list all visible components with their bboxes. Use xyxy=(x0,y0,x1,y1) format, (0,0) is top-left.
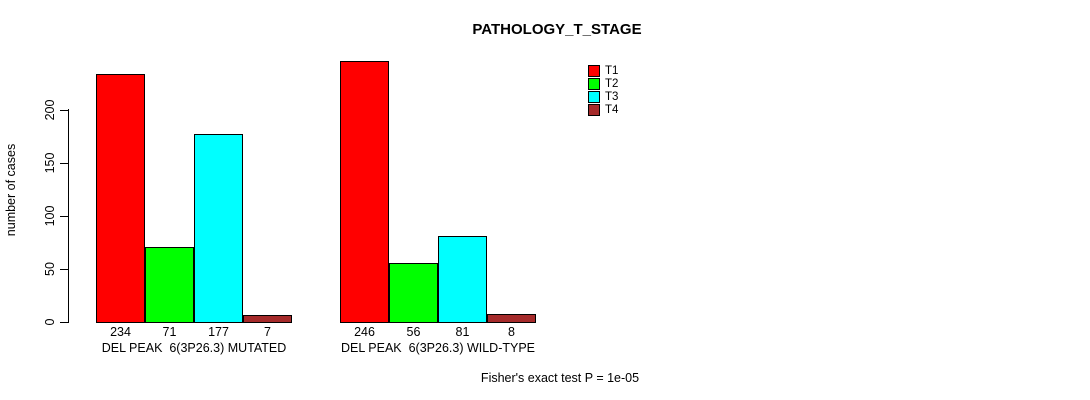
y-axis-tick-label: 200 xyxy=(43,99,57,121)
legend-item-t1: T1 xyxy=(588,64,618,77)
bar-value-label: 234 xyxy=(110,325,131,339)
y-axis-tick xyxy=(60,110,68,111)
legend-color-box xyxy=(588,103,600,116)
y-axis-tick-label: 150 xyxy=(43,152,57,174)
legend: T1 T2 T3 T4 xyxy=(588,64,618,116)
bar-value-label: 81 xyxy=(455,325,470,339)
bar-t3-group2 xyxy=(438,236,487,323)
group-label: DEL PEAK 6(3P26.3) WILD-TYPE xyxy=(340,341,536,355)
bar-t4-group2 xyxy=(487,314,536,323)
legend-color-box xyxy=(588,77,600,90)
legend-item-label: T4 xyxy=(605,103,619,116)
bar-t3-group1 xyxy=(194,134,243,323)
y-axis-tick xyxy=(60,322,68,323)
y-axis-tick-label: 100 xyxy=(43,205,57,227)
legend-color-box xyxy=(588,90,600,103)
legend-item-label: T1 xyxy=(605,64,619,77)
bar-t1-group2 xyxy=(340,61,389,323)
bar-t1-group1 xyxy=(96,74,145,323)
annotation-text: Fisher's exact test P = 1e-05 xyxy=(480,371,640,385)
legend-item-t3: T3 xyxy=(588,90,618,103)
bar-value-label: 56 xyxy=(406,325,421,339)
chart-title: PATHOLOGY_T_STAGE xyxy=(472,21,642,38)
bar-value-label: 8 xyxy=(508,325,515,339)
y-axis-tick xyxy=(60,216,68,217)
legend-item-label: T2 xyxy=(605,77,619,90)
y-axis-label: number of cases xyxy=(4,143,18,237)
bar-t4-group1 xyxy=(243,315,292,323)
legend-item-label: T3 xyxy=(605,90,619,103)
y-axis-tick xyxy=(60,269,68,270)
bar-value-label: 7 xyxy=(264,325,271,339)
bar-value-label: 177 xyxy=(208,325,229,339)
y-axis-tick-label: 50 xyxy=(43,262,57,276)
bar-t2-group2 xyxy=(389,263,438,323)
bar-t2-group1 xyxy=(145,247,194,323)
bar-value-label: 71 xyxy=(162,325,177,339)
legend-color-box xyxy=(588,64,600,77)
group-label: DEL PEAK 6(3P26.3) MUTATED xyxy=(101,341,287,355)
legend-item-t2: T2 xyxy=(588,77,618,90)
y-axis-line xyxy=(68,109,69,323)
legend-item-t4: T4 xyxy=(588,103,618,116)
bar-value-label: 246 xyxy=(354,325,375,339)
y-axis-tick xyxy=(60,163,68,164)
y-axis-tick-label: 0 xyxy=(43,318,57,326)
